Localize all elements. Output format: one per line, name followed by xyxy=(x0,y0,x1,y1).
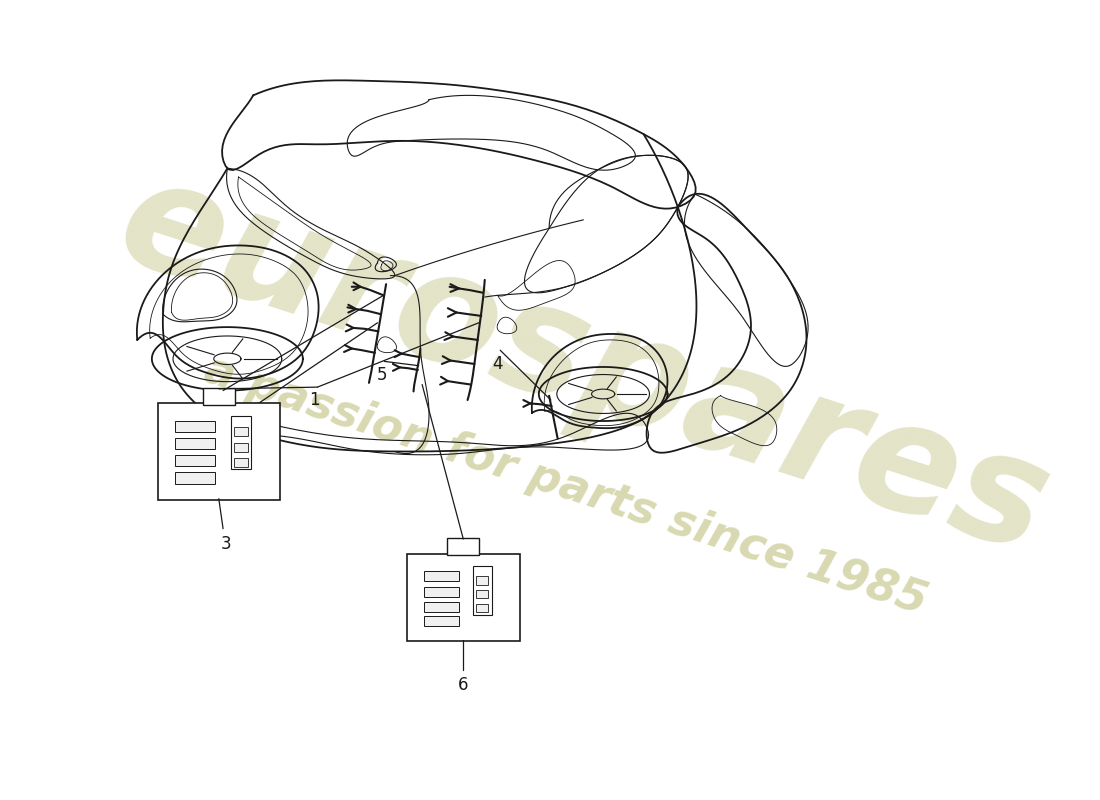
FancyBboxPatch shape xyxy=(476,604,488,612)
Text: 1: 1 xyxy=(309,391,320,410)
FancyBboxPatch shape xyxy=(234,427,249,436)
FancyBboxPatch shape xyxy=(407,554,520,641)
Text: 4: 4 xyxy=(493,355,503,374)
FancyBboxPatch shape xyxy=(202,388,234,405)
FancyBboxPatch shape xyxy=(176,421,214,432)
FancyBboxPatch shape xyxy=(425,571,460,582)
Text: 3: 3 xyxy=(220,534,231,553)
FancyBboxPatch shape xyxy=(231,416,252,470)
FancyBboxPatch shape xyxy=(425,616,460,626)
Text: 6: 6 xyxy=(458,676,469,694)
FancyBboxPatch shape xyxy=(176,438,214,450)
FancyBboxPatch shape xyxy=(234,442,249,452)
FancyBboxPatch shape xyxy=(176,455,214,466)
FancyBboxPatch shape xyxy=(158,403,279,499)
FancyBboxPatch shape xyxy=(234,458,249,467)
Text: a passion for parts since 1985: a passion for parts since 1985 xyxy=(199,348,933,623)
Text: eurospares: eurospares xyxy=(101,146,1066,586)
FancyBboxPatch shape xyxy=(476,577,488,585)
FancyBboxPatch shape xyxy=(476,590,488,598)
FancyBboxPatch shape xyxy=(448,538,480,555)
FancyBboxPatch shape xyxy=(425,586,460,597)
FancyBboxPatch shape xyxy=(473,566,492,615)
Text: 2: 2 xyxy=(236,417,248,435)
FancyBboxPatch shape xyxy=(176,473,214,484)
FancyBboxPatch shape xyxy=(425,602,460,612)
Text: 5: 5 xyxy=(376,366,387,384)
